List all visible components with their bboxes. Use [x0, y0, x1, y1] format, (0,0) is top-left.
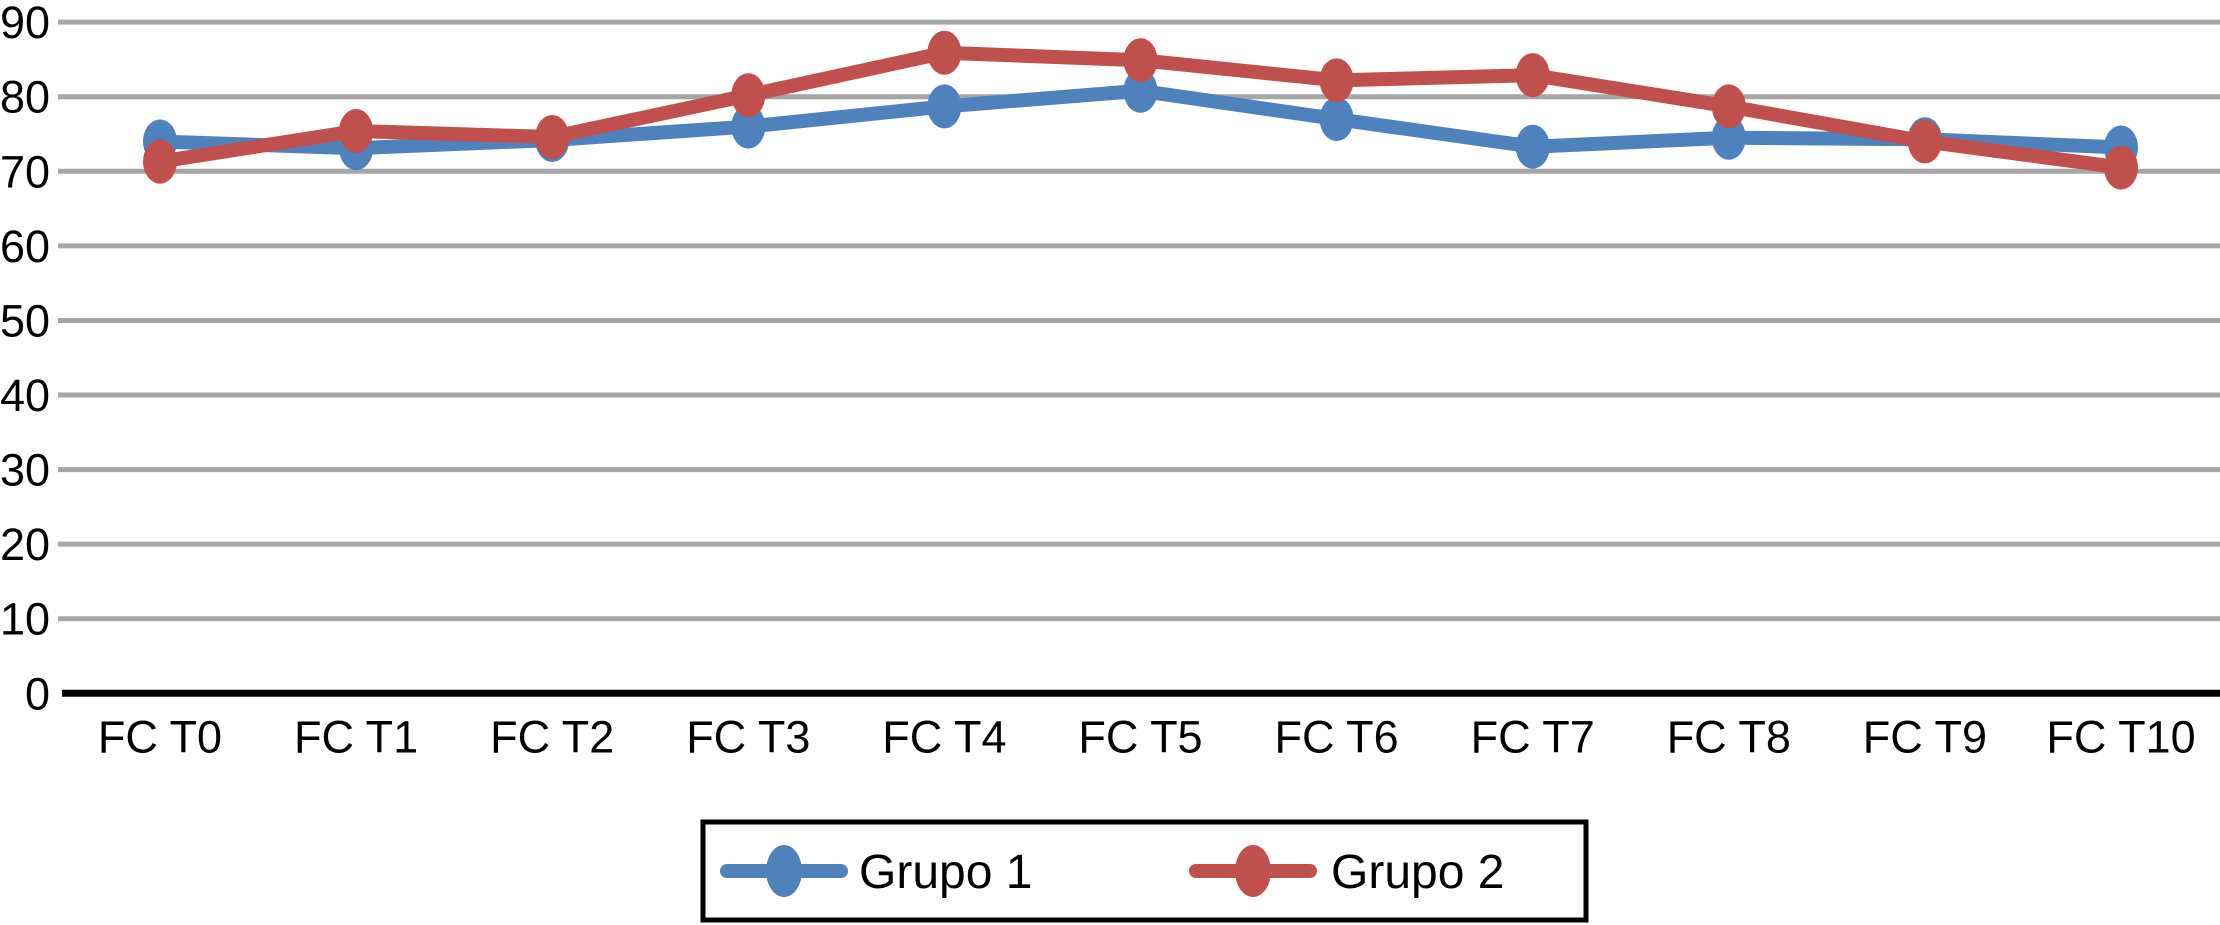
legend-label: Grupo 1 — [859, 846, 1032, 899]
data-point-marker-grupo-2 — [2104, 145, 2138, 190]
y-axis-tick-label: 60 — [0, 221, 50, 272]
data-point-marker-grupo-2 — [927, 30, 962, 75]
data-point-marker-grupo-2 — [1711, 84, 1746, 129]
data-point-marker-grupo-1 — [1711, 115, 1746, 160]
data-point-marker-grupo-1 — [1319, 97, 1354, 142]
x-axis-category-label: FC T3 — [686, 711, 810, 762]
data-point-marker-grupo-2 — [1123, 38, 1158, 83]
legend-marker-dot — [1235, 845, 1271, 897]
y-axis-tick-label: 30 — [0, 445, 50, 496]
x-axis-category-label: FC T6 — [1274, 711, 1398, 762]
data-point-marker-grupo-1 — [731, 104, 766, 149]
y-axis-tick-label: 50 — [0, 295, 50, 346]
x-axis-category-label: FC T8 — [1667, 711, 1791, 762]
x-axis-category-label: FC T0 — [98, 711, 222, 762]
legend-box — [700, 819, 1589, 923]
x-axis-category-label: FC T9 — [1863, 711, 1987, 762]
data-point-marker-grupo-2 — [1907, 119, 1942, 164]
legend-label: Grupo 2 — [1331, 846, 1504, 899]
data-point-marker-grupo-2 — [731, 73, 766, 118]
data-point-marker-grupo-1 — [1123, 68, 1158, 113]
y-axis-tick-label: 10 — [0, 594, 50, 645]
data-point-marker-grupo-2 — [143, 139, 177, 184]
x-axis-category-label: FC T4 — [882, 711, 1006, 762]
data-point-marker-grupo-1 — [927, 84, 962, 129]
y-axis-tick-label: 20 — [0, 519, 50, 570]
x-axis-category-label: FC T10 — [2046, 711, 2195, 762]
data-point-marker-grupo-2 — [1319, 58, 1354, 103]
y-axis-tick-label: 40 — [0, 370, 50, 421]
x-axis-category-label: FC T5 — [1078, 711, 1202, 762]
y-axis-tick-label: 70 — [0, 146, 50, 197]
x-axis-category-label: FC T2 — [490, 711, 614, 762]
data-point-marker-grupo-2 — [1515, 53, 1550, 98]
data-point-marker-grupo-1 — [1515, 124, 1550, 169]
x-axis-category-label: FC T7 — [1471, 711, 1595, 762]
data-point-marker-grupo-2 — [535, 115, 570, 160]
data-point-marker-grupo-2 — [339, 109, 374, 154]
y-axis-tick-label: 0 — [25, 668, 50, 719]
x-axis-category-label: FC T1 — [294, 711, 418, 762]
legend-marker-dot — [766, 845, 802, 897]
y-axis-tick-label: 80 — [0, 72, 50, 123]
y-axis-tick-label: 90 — [0, 0, 50, 48]
